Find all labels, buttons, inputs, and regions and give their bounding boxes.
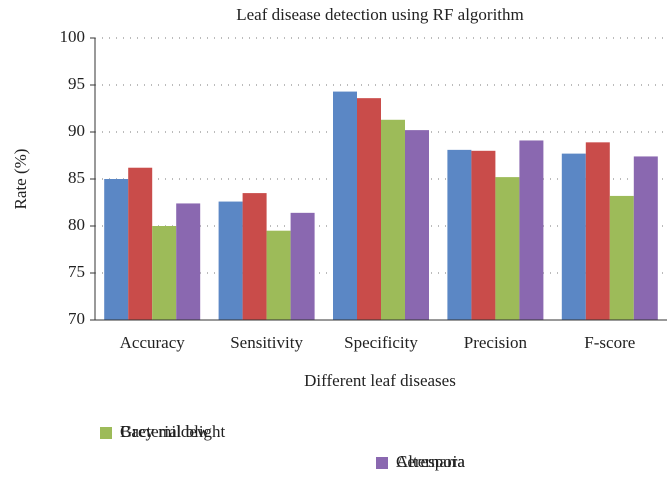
- x-tick-label: Accuracy: [120, 333, 186, 352]
- x-tick-label: Specificity: [344, 333, 418, 352]
- y-tick-label: 80: [68, 215, 85, 234]
- legend-label: Bacterial blight: [120, 422, 226, 441]
- bar: [176, 203, 201, 320]
- y-tick-label: 100: [60, 27, 86, 46]
- bar: [519, 140, 544, 320]
- y-tick-label: 95: [68, 74, 85, 93]
- legend-swatch: [376, 457, 388, 469]
- bar: [495, 177, 520, 320]
- bar: [471, 150, 496, 320]
- x-tick-label: Sensitivity: [230, 333, 303, 352]
- y-axis-label: Rate (%): [11, 149, 30, 210]
- bar: [128, 167, 153, 320]
- bar: [218, 201, 243, 320]
- bar: [585, 142, 610, 320]
- bar: [633, 156, 658, 320]
- bar: [609, 195, 634, 320]
- legend-label: Alternaria: [396, 452, 465, 471]
- y-tick-label: 85: [68, 168, 85, 187]
- bar: [242, 193, 267, 320]
- y-tick-label: 70: [68, 309, 85, 328]
- bar: [152, 226, 177, 320]
- x-tick-label: F-score: [584, 333, 635, 352]
- legend-label: Grey mildew: [120, 422, 210, 441]
- chart-title: Leaf disease detection using RF algorith…: [236, 5, 524, 24]
- bar: [447, 149, 472, 320]
- bar: [561, 153, 586, 320]
- bar: [381, 119, 405, 320]
- bar: [104, 179, 129, 320]
- y-tick-label: 90: [68, 121, 85, 140]
- x-axis-label: Different leaf diseases: [304, 371, 456, 390]
- legend-swatch: [100, 427, 112, 439]
- x-tick-label: Precision: [464, 333, 528, 352]
- bar: [357, 98, 381, 320]
- bar: [266, 230, 291, 320]
- y-tick-label: 75: [68, 262, 85, 281]
- legend-label: Cerespora: [396, 452, 465, 471]
- bar: [290, 212, 315, 320]
- bar: [405, 130, 429, 320]
- bar: [333, 91, 357, 320]
